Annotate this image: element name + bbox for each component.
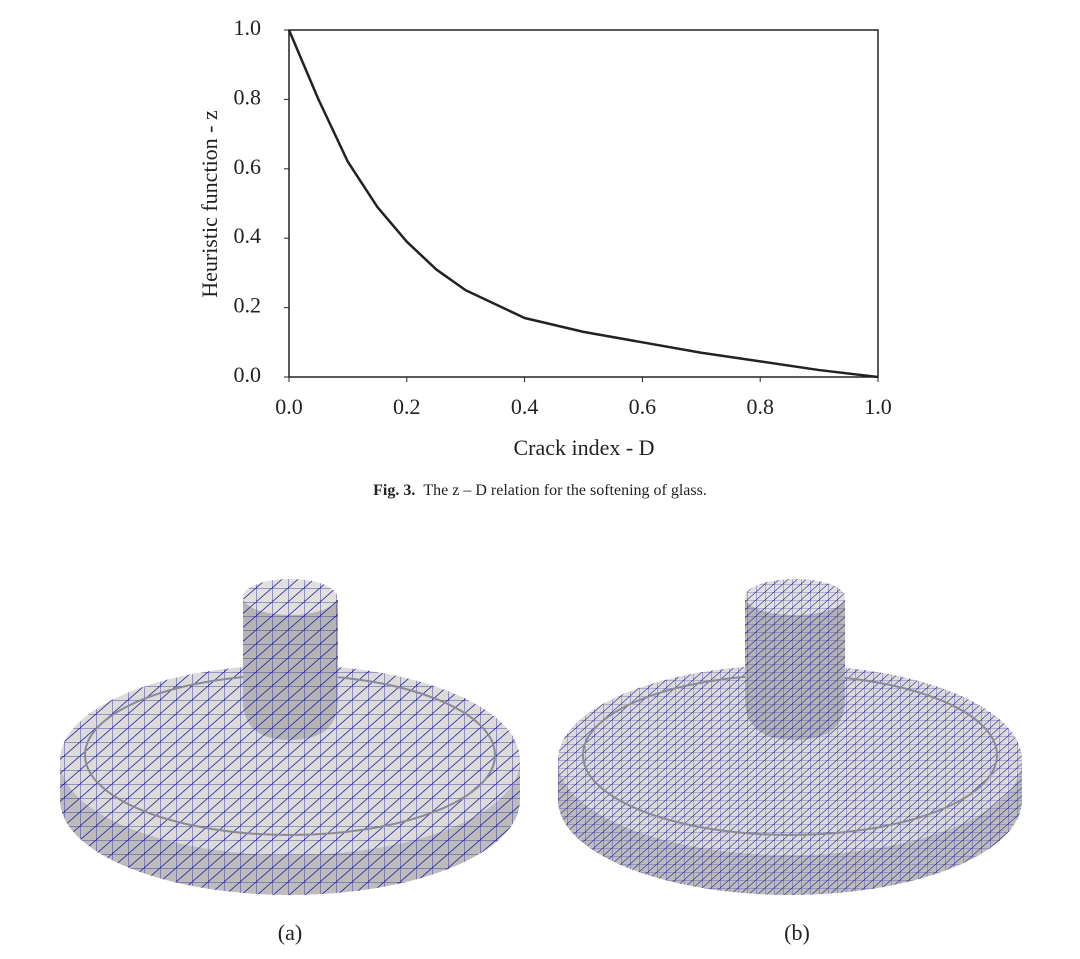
y-tick-label: 1.0 xyxy=(234,15,262,40)
mesh-image-b xyxy=(558,579,1022,895)
x-tick-label: 1.0 xyxy=(864,394,892,419)
x-tick-label: 0.4 xyxy=(511,394,539,419)
line xyxy=(287,29,879,379)
y-tick-label: 0.6 xyxy=(234,154,262,179)
panel-label: (a) xyxy=(278,920,302,945)
x-axis-label: Crack index - D xyxy=(513,435,654,460)
caption: Fig. 3. The z – D relation for the soften… xyxy=(373,482,707,499)
x-tick-label: 0.8 xyxy=(746,394,774,419)
x-tick-label: 0.0 xyxy=(275,394,303,419)
y-tick-label: 0.8 xyxy=(234,84,262,109)
caption-label: Fig. 3. xyxy=(373,482,415,499)
mesh-image-a xyxy=(60,579,520,895)
y-tick-label: 0.2 xyxy=(234,293,262,318)
y-axis-label: Heuristic function - z xyxy=(197,110,222,298)
x-tick-label: 0.6 xyxy=(629,394,657,419)
caption-text: The z – D relation for the softening of … xyxy=(423,482,706,499)
panel-label: (b) xyxy=(784,920,810,945)
y-tick-label: 0.4 xyxy=(234,223,262,248)
y-tick-label: 0.0 xyxy=(234,362,262,387)
plot-frame xyxy=(288,29,879,378)
x-tick-label: 0.2 xyxy=(393,394,421,419)
